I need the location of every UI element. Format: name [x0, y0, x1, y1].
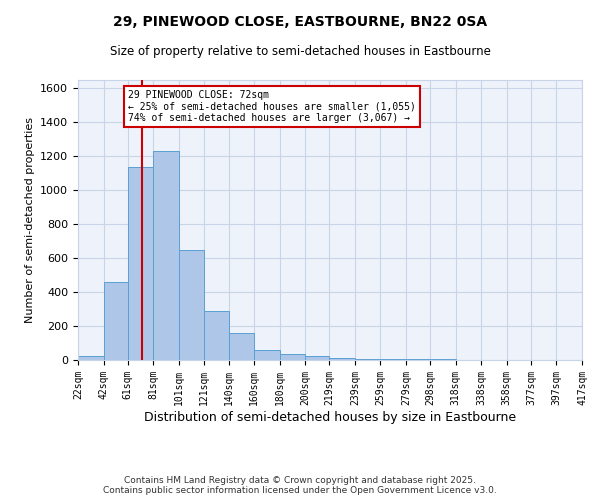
Bar	[406, 359, 430, 360]
Bar	[329, 358, 355, 360]
Text: Size of property relative to semi-detached houses in Eastbourne: Size of property relative to semi-detach…	[110, 45, 490, 58]
X-axis label: Distribution of semi-detached houses by size in Eastbourne: Distribution of semi-detached houses by …	[144, 410, 516, 424]
Bar	[179, 250, 205, 360]
Text: Contains HM Land Registry data © Crown copyright and database right 2025.
Contai: Contains HM Land Registry data © Crown c…	[103, 476, 497, 495]
Text: 29, PINEWOOD CLOSE, EASTBOURNE, BN22 0SA: 29, PINEWOOD CLOSE, EASTBOURNE, BN22 0SA	[113, 15, 487, 29]
Bar	[104, 282, 128, 360]
Bar	[128, 166, 153, 360]
Bar	[205, 311, 229, 360]
Bar	[380, 359, 406, 360]
Bar	[229, 333, 254, 360]
Bar	[355, 358, 380, 360]
Bar	[280, 354, 305, 360]
Bar	[254, 350, 280, 360]
Bar	[305, 356, 329, 360]
Bar	[78, 356, 104, 360]
Bar	[153, 152, 179, 360]
Y-axis label: Number of semi-detached properties: Number of semi-detached properties	[25, 117, 35, 323]
Text: 29 PINEWOOD CLOSE: 72sqm
← 25% of semi-detached houses are smaller (1,055)
74% o: 29 PINEWOOD CLOSE: 72sqm ← 25% of semi-d…	[128, 90, 416, 124]
